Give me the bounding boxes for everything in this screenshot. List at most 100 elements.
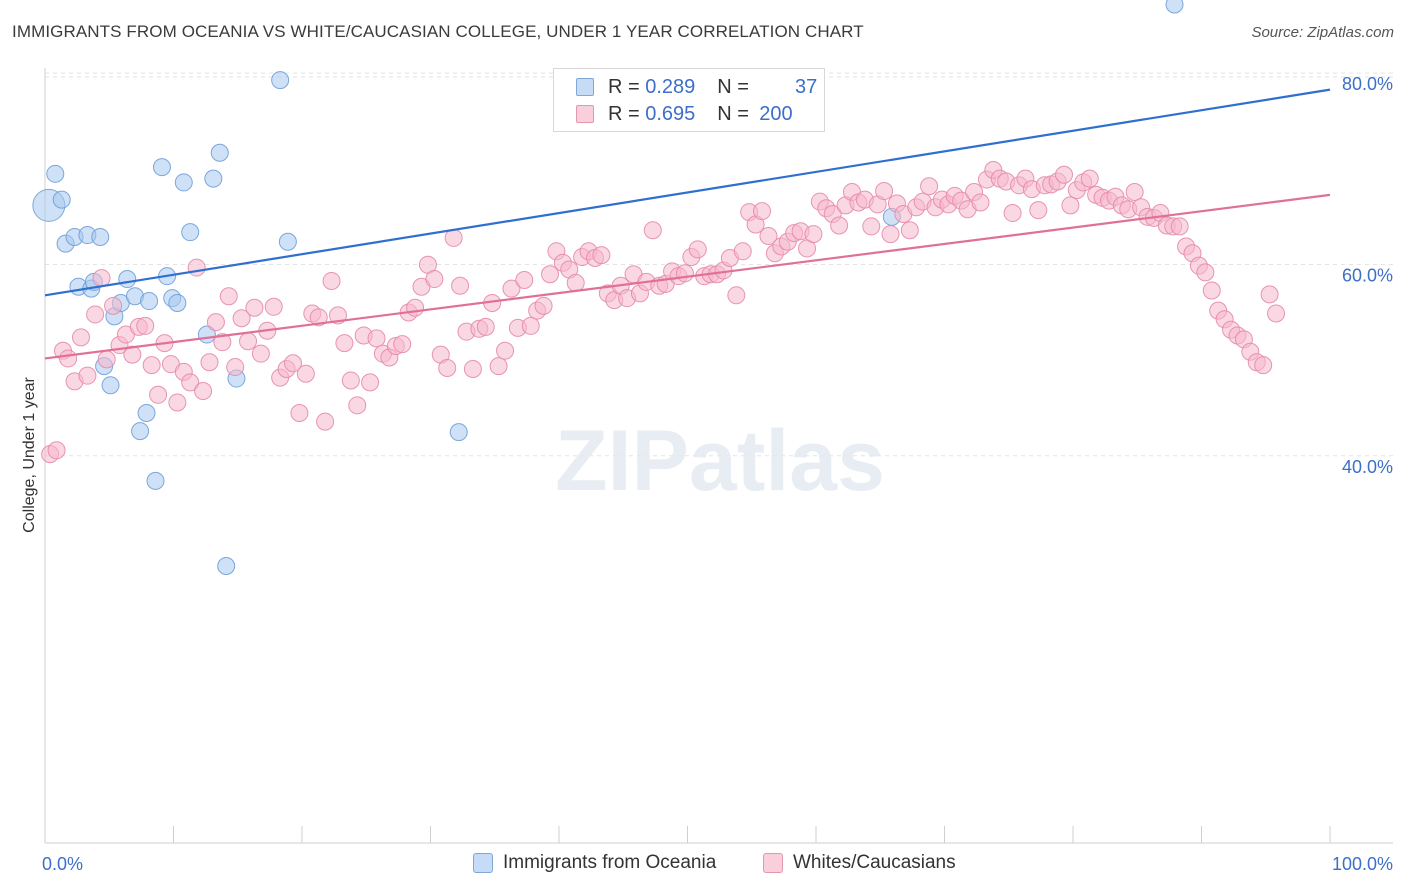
white-point <box>335 334 354 353</box>
white-point <box>1202 281 1221 300</box>
white-point <box>367 329 386 348</box>
white-point <box>251 344 270 363</box>
series-legend-oceania: Immigrants from Oceania <box>473 852 716 874</box>
oceania-point <box>449 423 468 442</box>
white-point <box>86 305 105 324</box>
correlation-legend: R = 0.289 N = 37 R = 0.695 N = 200 <box>553 68 825 132</box>
oceania-point <box>278 232 297 251</box>
oceania-point <box>118 270 137 289</box>
oceania-point <box>271 71 290 90</box>
white-point <box>296 364 315 383</box>
white-point <box>104 296 123 315</box>
x-tick-label-left: 0.0% <box>42 854 83 874</box>
chart-title: IMMIGRANTS FROM OCEANIA VS WHITE/CAUCASI… <box>12 22 864 41</box>
series-swatch-oceania <box>473 853 493 873</box>
trend-line-oceania <box>44 88 1331 297</box>
trend-line-white <box>44 193 1331 360</box>
white-point <box>759 227 778 246</box>
white-point <box>239 332 258 351</box>
legend-row-white: R = 0.695 N = 200 <box>576 102 805 126</box>
white-point <box>521 316 540 335</box>
oceania-point <box>204 169 223 188</box>
white-point <box>451 276 470 295</box>
white-point <box>566 273 585 292</box>
white-point <box>322 271 341 290</box>
white-point <box>592 246 611 265</box>
white-point <box>675 264 694 283</box>
y-tick-label: 40.0% <box>1342 457 1393 477</box>
white-point <box>316 412 335 431</box>
oceania-point <box>146 471 165 490</box>
legend-swatch-white <box>576 105 594 123</box>
white-point <box>496 341 515 360</box>
white-point <box>489 357 508 376</box>
white-point <box>142 356 161 375</box>
white-point <box>502 279 521 298</box>
white-point <box>361 373 380 392</box>
white-point <box>881 225 900 244</box>
white-point <box>920 177 939 196</box>
oceania-point <box>101 376 120 395</box>
white-point <box>830 216 849 235</box>
legend-n-label: N = <box>717 102 749 125</box>
white-point <box>804 225 823 244</box>
series-swatch-white <box>763 853 783 873</box>
white-point <box>200 353 219 372</box>
white-point <box>284 354 303 373</box>
legend-n-label: N = <box>717 75 749 98</box>
white-point <box>168 393 187 412</box>
white-point <box>727 286 746 305</box>
white-point <box>149 385 168 404</box>
y-tick-label: 60.0% <box>1342 265 1393 285</box>
oceania-point <box>168 293 187 312</box>
white-point <box>463 359 482 378</box>
white-point <box>1055 165 1074 184</box>
white-point <box>1196 263 1215 282</box>
series-legend-white: Whites/Caucasians <box>763 852 956 874</box>
legend-row-oceania: R = 0.289 N = 37 <box>576 75 817 99</box>
white-point <box>688 240 707 259</box>
white-point <box>290 403 309 422</box>
white-point <box>92 269 111 288</box>
white-point <box>515 271 534 290</box>
x-tick-label-right: 100.0% <box>1332 854 1393 874</box>
white-point <box>1254 356 1273 375</box>
white-point <box>341 371 360 390</box>
white-point <box>1267 304 1286 323</box>
oceania-point <box>52 190 71 209</box>
white-point <box>1029 201 1048 220</box>
white-point <box>71 328 90 347</box>
white-point <box>1170 217 1189 236</box>
series-label-oceania: Immigrants from Oceania <box>503 852 717 873</box>
white-point <box>213 333 232 352</box>
white-point <box>643 221 662 240</box>
white-point <box>534 296 553 315</box>
oceania-point <box>140 292 159 311</box>
white-point <box>1080 169 1099 188</box>
white-point <box>206 313 225 332</box>
white-point <box>393 335 412 354</box>
legend-swatch-oceania <box>576 78 594 96</box>
y-tick-label: 80.0% <box>1342 74 1393 94</box>
white-point <box>309 308 328 327</box>
source-credit: Source: ZipAtlas.com <box>1251 24 1394 41</box>
oceania-point <box>181 223 200 242</box>
white-point <box>1125 182 1144 201</box>
white-point <box>194 381 213 400</box>
white-point <box>78 366 97 385</box>
y-axis-label: College, Under 1 year <box>21 377 38 533</box>
white-point <box>264 297 283 316</box>
white-point <box>348 396 367 415</box>
watermark: ZIPatlas <box>555 413 885 509</box>
oceania-point <box>152 158 171 177</box>
white-point <box>753 202 772 221</box>
white-point <box>187 258 206 277</box>
legend-r-value: 0.695 <box>645 102 696 125</box>
series-legend: Immigrants from Oceania Whites/Caucasian… <box>0 852 1406 878</box>
oceania-point <box>91 227 110 246</box>
white-point <box>59 349 78 368</box>
legend-r-label: R = <box>608 102 640 125</box>
white-point <box>181 373 200 392</box>
white-point <box>1260 285 1279 304</box>
